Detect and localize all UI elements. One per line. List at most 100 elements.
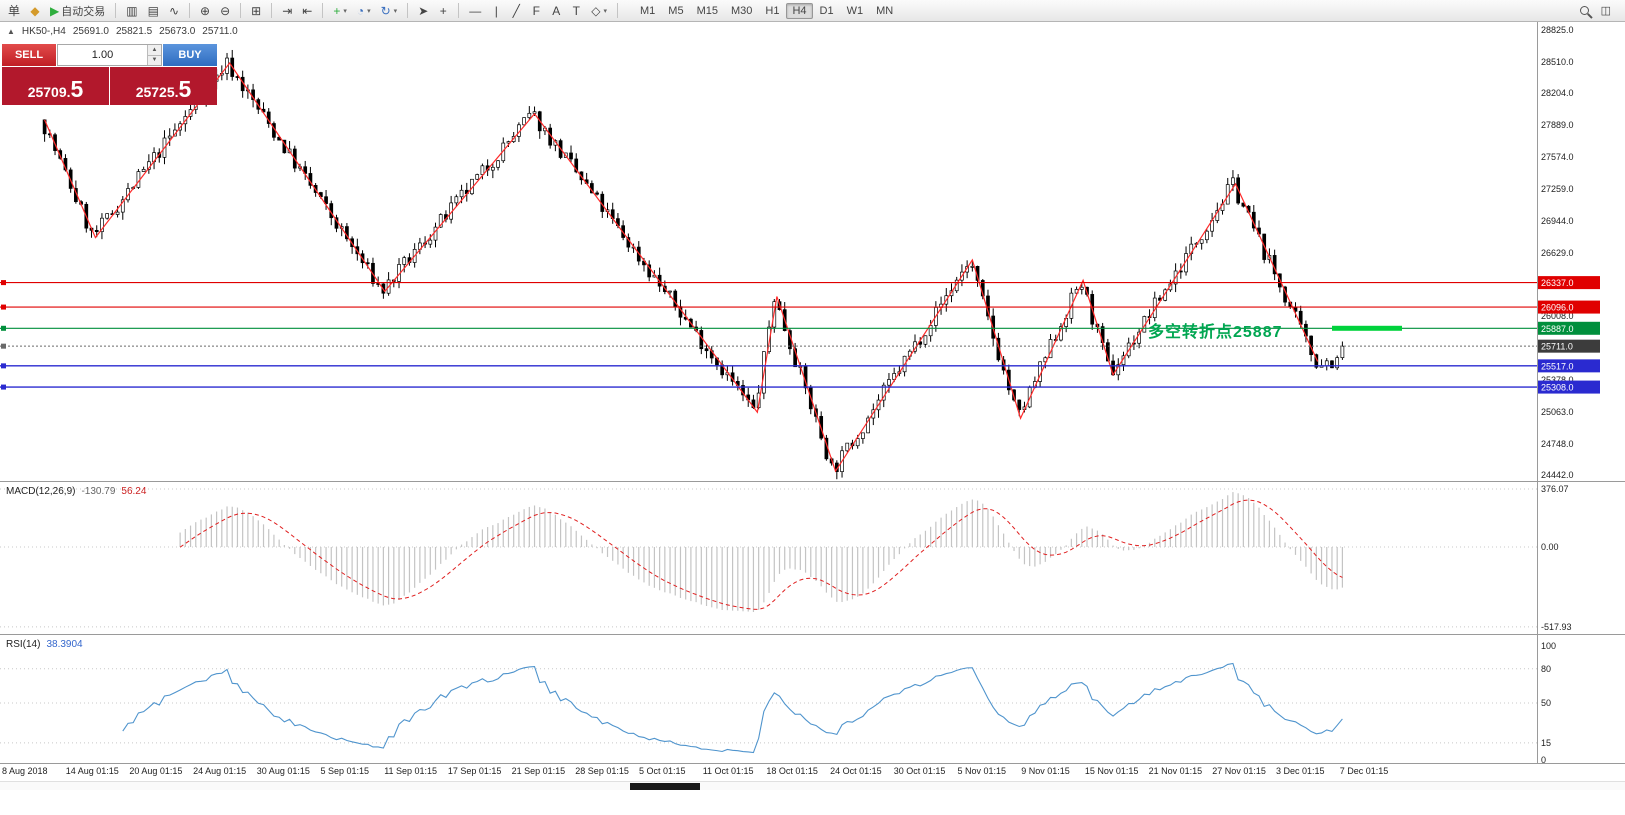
cursor-icon[interactable]: ➤	[414, 2, 432, 20]
rsi-name: RSI(14)	[6, 639, 41, 650]
zoom-out-icon[interactable]: ⊖	[216, 2, 234, 20]
toolbar-separator	[617, 3, 618, 18]
arrows-icon[interactable]: ◇ ▾	[587, 2, 611, 20]
arrows-icon-glyph: ◇	[591, 3, 601, 18]
text-icon-glyph: A	[552, 3, 561, 18]
text-icon[interactable]: A	[547, 2, 565, 20]
level-handle[interactable]	[1, 343, 6, 349]
vertical-line-icon[interactable]: |	[487, 2, 505, 20]
macd-signal-value: 56.24	[121, 486, 147, 497]
level-handle[interactable]	[1, 384, 6, 390]
svg-text:28204.0: 28204.0	[1541, 88, 1574, 98]
chart-shift-icon[interactable]: ⇤	[298, 2, 316, 20]
svg-text:27574.0: 27574.0	[1541, 152, 1574, 162]
level-handle[interactable]	[1, 280, 6, 286]
timeframe-button-m1[interactable]: M1	[640, 4, 656, 17]
rsi-line	[122, 662, 1343, 754]
time-axis-label: 30 Oct 01:15	[894, 766, 946, 776]
trendline-icon[interactable]: ╱	[507, 2, 525, 20]
new-order-button-glyph: 单	[8, 3, 21, 18]
macd-axis: 376.07 0.00 -517.93	[1541, 484, 1572, 632]
ohlc-low: 25673.0	[159, 26, 196, 37]
crosshair-icon-glyph: +	[439, 3, 447, 18]
zoom-out-icon-glyph: ⊖	[220, 3, 231, 18]
price-level-label: 25308.0	[1538, 380, 1600, 394]
volume-decrease-button[interactable]: ▼	[148, 55, 161, 65]
timeframe-button-w1[interactable]: W1	[846, 4, 864, 17]
toolbar-separator	[240, 3, 242, 18]
search-icon[interactable]	[1579, 6, 1589, 15]
buy-price[interactable]: 25725. 5	[110, 67, 217, 105]
scrollbar-thumb[interactable]	[630, 783, 700, 790]
macd-name: MACD(12,26,9)	[6, 486, 76, 497]
candlestick-chart-icon[interactable]: ▤	[144, 2, 163, 20]
objects-pyramid-icon[interactable]: ◆	[26, 2, 44, 20]
fibonacci-icon[interactable]: F	[527, 2, 545, 20]
svg-text:80: 80	[1541, 664, 1551, 674]
crosshair-icon[interactable]: +	[434, 2, 452, 20]
time-axis-label: 7 Dec 01:15	[1340, 766, 1389, 776]
timeframe-button-mn[interactable]: MN	[876, 4, 894, 17]
oneclick-collapse-icon[interactable]: ▲	[7, 27, 15, 36]
chart-ohlc-header: ▲ HK50-,H4 25691.0 25821.5 25673.0 25711…	[7, 26, 238, 37]
text-label-icon[interactable]: T	[567, 2, 585, 20]
svg-text:27889.0: 27889.0	[1541, 120, 1574, 130]
sell-price[interactable]: 25709. 5	[2, 67, 109, 105]
pivot-annotation-text[interactable]: 多空转折点25887	[1148, 324, 1283, 341]
macd-histogram	[179, 492, 1343, 612]
svg-text:50: 50	[1541, 698, 1551, 708]
macd-main-value: -130.79	[81, 486, 116, 497]
timeframe-button-d1[interactable]: D1	[819, 4, 834, 17]
timeframe-button-m30[interactable]: M30	[730, 4, 753, 17]
svg-text:26629.0: 26629.0	[1541, 248, 1574, 258]
volume-input[interactable]: 1.00 ▲ ▼	[57, 44, 162, 66]
candles	[42, 49, 1345, 480]
volume-increase-button[interactable]: ▲	[148, 45, 161, 56]
time-axis-label: 8 Aug 2018	[2, 766, 48, 776]
line-chart-icon[interactable]: ∿	[165, 2, 183, 20]
sell-price-main: 25709.	[27, 84, 71, 100]
buy-button[interactable]: BUY	[163, 44, 217, 66]
rsi-axis: 100 80 50 15 0	[1541, 641, 1556, 765]
time-axis-label: 5 Oct 01:15	[639, 766, 686, 776]
macd-indicator-label: MACD(12,26,9) -130.79 56.24	[6, 486, 146, 497]
svg-text:24442.0: 24442.0	[1541, 470, 1574, 480]
autotrading-button[interactable]: ▶ 自动交易	[46, 2, 109, 20]
zigzag-line	[44, 61, 1319, 473]
candlestick-chart-icon-glyph: ▤	[147, 3, 159, 18]
level-handle[interactable]	[1, 304, 6, 310]
auto-scroll-icon[interactable]: ⇥	[278, 2, 296, 20]
annotation-trendline[interactable]	[1332, 325, 1402, 331]
window-layout-icon[interactable]: ◫	[1600, 5, 1611, 17]
bar-chart-icon[interactable]: ▥	[122, 2, 141, 20]
chevron-down-icon: ▾	[603, 7, 607, 15]
timeframe-button-h1[interactable]: H1	[765, 4, 780, 17]
horizontal-line-icon[interactable]: —	[465, 2, 485, 20]
svg-text:25887.0: 25887.0	[1541, 324, 1574, 334]
templates-button[interactable]: ↻ ▾	[377, 2, 402, 20]
tile-windows-icon[interactable]: ⊞	[247, 2, 265, 20]
fibonacci-icon-glyph: F	[532, 3, 540, 18]
toolbar: 单 ◆ ▶ 自动交易 ▥ ▤ ∿ ⊕ ⊖ ⊞ ⇥ ⇤ + ▾ ◔ ▾ ↻ ▾ ➤ + — | ╱ F A T ◇ ▾ M1 M5 M15 M3…	[0, 0, 1625, 22]
buy-price-pips: 5	[178, 76, 192, 102]
zoom-in-icon[interactable]: ⊕	[196, 2, 214, 20]
timeframe-button-m5[interactable]: M5	[668, 4, 684, 17]
timeframe-button-h4[interactable]: H4	[786, 2, 813, 19]
time-axis-label: 17 Sep 01:15	[448, 766, 502, 776]
level-handle[interactable]	[1, 363, 6, 369]
sell-button[interactable]: SELL	[2, 44, 56, 66]
price-level-label: 26096.0	[1538, 300, 1600, 314]
price-level-label: 25711.0	[1538, 339, 1600, 353]
toolbar-items: 单 ◆ ▶ 自动交易 ▥ ▤ ∿ ⊕ ⊖ ⊞ ⇥ ⇤ + ▾ ◔ ▾ ↻ ▾ ➤ + — | ╱ F A T ◇ ▾ M1 M5 M15 M3…	[4, 2, 899, 20]
toolbar-right: ◫	[1579, 2, 1621, 20]
indicators-button[interactable]: + ▾	[329, 2, 351, 20]
svg-text:28825.0: 28825.0	[1541, 25, 1574, 35]
price-level-label: 25887.0	[1538, 321, 1600, 335]
timeframe-button-m15[interactable]: M15	[696, 4, 718, 17]
level-handle[interactable]	[1, 325, 6, 331]
price-level-label: 25517.0	[1538, 359, 1600, 373]
new-order-button[interactable]: 单	[4, 2, 24, 20]
periods-button[interactable]: ◔ ▾	[353, 2, 375, 20]
horizontal-scrollbar[interactable]	[0, 781, 1625, 790]
